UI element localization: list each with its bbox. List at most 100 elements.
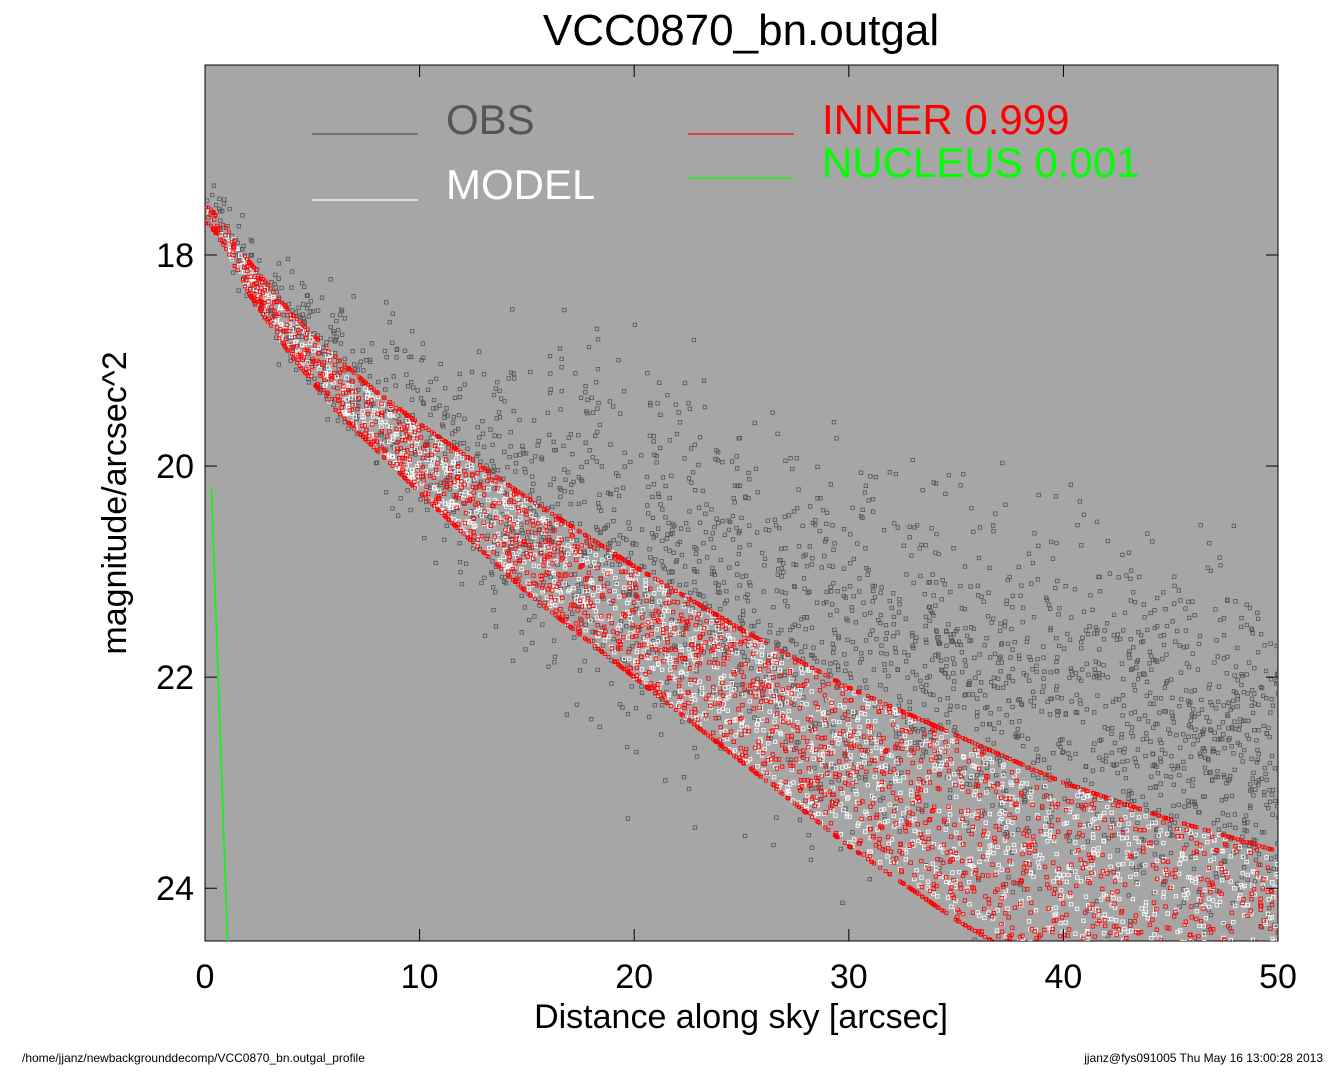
obs-point <box>803 627 808 632</box>
obs-point <box>761 589 766 594</box>
model-point <box>1169 1026 1173 1030</box>
obs-point <box>346 426 351 431</box>
obs-point <box>1041 676 1046 681</box>
obs-point <box>569 482 574 487</box>
model-point <box>1246 986 1250 990</box>
obs-point <box>1019 583 1024 588</box>
obs-point <box>352 362 357 367</box>
obs-point <box>589 717 594 722</box>
obs-point <box>1237 742 1242 748</box>
obs-point <box>628 550 634 556</box>
model-point <box>1171 956 1175 960</box>
obs-point <box>1063 584 1068 589</box>
obs-point <box>851 594 856 599</box>
obs-point <box>713 656 718 662</box>
obs-point <box>1126 893 1131 898</box>
obs-point <box>559 365 564 370</box>
obs-point <box>490 559 495 564</box>
obs-point <box>1275 671 1278 676</box>
obs-point <box>774 815 779 820</box>
obs-point <box>1109 731 1114 736</box>
obs-point <box>821 601 826 606</box>
model-point <box>1101 968 1105 972</box>
obs-point <box>1131 645 1136 650</box>
obs-point <box>752 715 757 720</box>
inner-point <box>1253 960 1257 964</box>
obs-point <box>833 660 838 665</box>
obs-point <box>850 639 855 645</box>
obs-point <box>647 714 652 720</box>
model-point <box>1258 1018 1262 1022</box>
obs-point <box>1055 695 1060 700</box>
obs-point <box>923 543 928 548</box>
obs-point <box>462 382 467 387</box>
obs-point <box>1192 799 1197 804</box>
obs-point <box>904 659 909 664</box>
obs-point <box>337 312 343 318</box>
obs-point <box>656 636 661 641</box>
obs-point <box>286 301 292 307</box>
obs-point <box>541 535 546 540</box>
obs-point <box>1184 644 1190 649</box>
obs-point <box>867 632 873 637</box>
obs-point <box>596 501 601 506</box>
obs-point <box>1048 606 1053 611</box>
inner-point <box>1100 953 1104 957</box>
obs-point <box>632 322 637 328</box>
obs-point <box>1148 690 1153 695</box>
obs-point <box>528 369 533 375</box>
obs-point <box>910 630 915 636</box>
obs-point <box>712 525 717 530</box>
obs-point <box>852 710 858 715</box>
model-point <box>1200 1046 1204 1050</box>
obs-point <box>529 459 534 464</box>
model-point <box>1160 1021 1164 1025</box>
obs-point <box>947 707 953 712</box>
obs-point <box>236 288 241 293</box>
obs-point <box>655 401 660 406</box>
model-point <box>1210 1041 1214 1045</box>
obs-point <box>1254 956 1258 960</box>
obs-point <box>844 745 849 750</box>
obs-point <box>383 490 389 495</box>
obs-point <box>373 419 378 424</box>
obs-point <box>525 535 530 540</box>
obs-point <box>886 674 891 679</box>
obs-point <box>857 775 862 780</box>
model-point <box>1172 1031 1176 1035</box>
obs-point <box>1093 625 1099 630</box>
obs-point <box>993 511 998 516</box>
obs-point <box>546 664 551 669</box>
obs-point <box>693 487 698 493</box>
obs-point <box>1265 940 1270 941</box>
obs-point <box>523 647 528 652</box>
obs-point <box>740 608 746 614</box>
obs-point <box>720 459 725 465</box>
obs-point <box>1128 576 1133 581</box>
obs-point <box>848 561 853 566</box>
model-point <box>1132 1010 1136 1014</box>
obs-point <box>563 477 568 482</box>
obs-point <box>1116 697 1122 702</box>
obs-point <box>977 652 982 657</box>
obs-point <box>1274 681 1278 686</box>
obs-point <box>1244 672 1249 677</box>
obs-point <box>896 610 902 615</box>
obs-point <box>863 774 868 780</box>
obs-point <box>390 340 395 346</box>
obs-point <box>930 657 935 662</box>
model-point <box>1234 1022 1238 1026</box>
obs-point <box>771 842 776 848</box>
model-point <box>1082 967 1086 971</box>
obs-point <box>1175 763 1180 768</box>
model-point <box>1149 968 1153 972</box>
model-point <box>1132 1002 1136 1006</box>
model-point <box>1210 957 1214 961</box>
obs-point <box>1161 642 1167 648</box>
obs-point <box>974 726 979 732</box>
obs-point <box>874 636 879 642</box>
obs-point <box>1177 704 1182 709</box>
obs-point <box>902 815 907 820</box>
obs-point <box>1110 725 1115 731</box>
obs-point <box>952 679 957 684</box>
